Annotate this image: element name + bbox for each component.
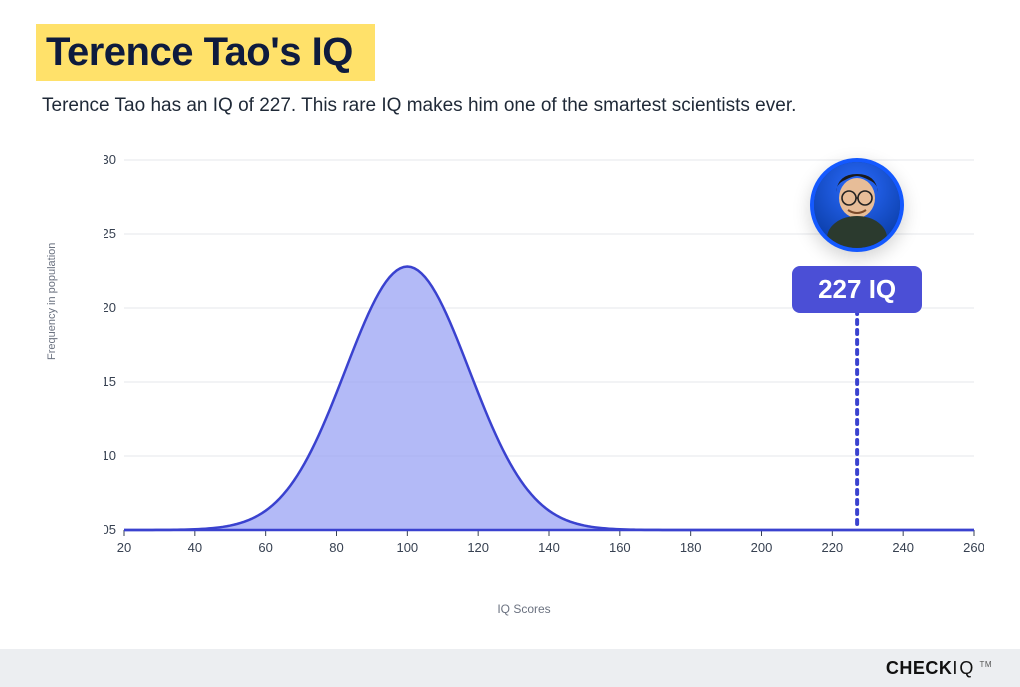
svg-text:0.010: 0.010 [104,448,116,463]
trademark: TM [979,660,992,669]
brand-light: IQ [952,658,975,678]
svg-text:220: 220 [821,540,843,555]
y-axis-label: Frequency in population [46,243,58,360]
svg-text:160: 160 [609,540,631,555]
svg-text:260: 260 [963,540,984,555]
brand-logo: CHECKIQ TM [886,658,992,679]
svg-text:20: 20 [117,540,131,555]
svg-text:100: 100 [396,540,418,555]
svg-text:40: 40 [188,540,202,555]
svg-text:0.020: 0.020 [104,300,116,315]
x-axis-label: IQ Scores [497,602,550,616]
brand-bold: CHECK [886,658,953,678]
svg-text:180: 180 [680,540,702,555]
iq-badge: 227 IQ [792,266,922,313]
svg-text:0.005: 0.005 [104,522,116,537]
svg-text:0.025: 0.025 [104,226,116,241]
person-photo-icon [814,162,900,248]
chart-area: Frequency in population 0.0050.0100.0150… [64,150,984,610]
svg-text:0.030: 0.030 [104,152,116,167]
svg-text:80: 80 [329,540,343,555]
svg-text:0.015: 0.015 [104,374,116,389]
title-highlight: Terence Tao's IQ [36,24,375,81]
svg-text:200: 200 [751,540,773,555]
svg-text:120: 120 [467,540,489,555]
page-title: Terence Tao's IQ [46,30,353,75]
page-subtitle: Terence Tao has an IQ of 227. This rare … [42,95,1020,117]
svg-text:60: 60 [258,540,272,555]
avatar-ring [810,158,904,252]
infographic-card: Terence Tao's IQ Terence Tao has an IQ o… [0,0,1020,687]
footer-bar: CHECKIQ TM [0,649,1020,687]
svg-text:140: 140 [538,540,560,555]
iq-marker: 227 IQ [792,158,922,313]
svg-text:240: 240 [892,540,914,555]
